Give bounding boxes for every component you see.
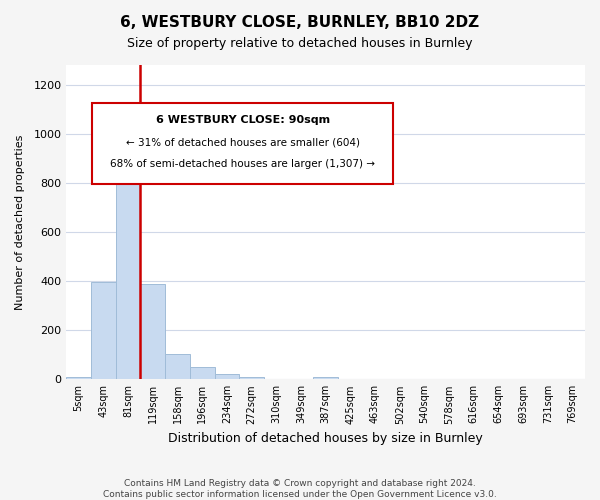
Bar — [190, 366, 215, 380]
Text: Contains public sector information licensed under the Open Government Licence v3: Contains public sector information licen… — [103, 490, 497, 499]
Bar — [140, 284, 165, 380]
Text: Size of property relative to detached houses in Burnley: Size of property relative to detached ho… — [127, 38, 473, 51]
Bar — [239, 377, 264, 380]
Bar — [215, 374, 239, 380]
Y-axis label: Number of detached properties: Number of detached properties — [15, 134, 25, 310]
Text: 6, WESTBURY CLOSE, BURNLEY, BB10 2DZ: 6, WESTBURY CLOSE, BURNLEY, BB10 2DZ — [121, 15, 479, 30]
FancyBboxPatch shape — [92, 102, 393, 184]
Bar — [91, 282, 116, 380]
Text: Contains HM Land Registry data © Crown copyright and database right 2024.: Contains HM Land Registry data © Crown c… — [124, 478, 476, 488]
Text: 68% of semi-detached houses are larger (1,307) →: 68% of semi-detached houses are larger (… — [110, 160, 375, 170]
Bar — [165, 354, 190, 380]
X-axis label: Distribution of detached houses by size in Burnley: Distribution of detached houses by size … — [168, 432, 483, 445]
Bar — [67, 377, 91, 380]
Bar — [313, 377, 338, 380]
Text: 6 WESTBURY CLOSE: 90sqm: 6 WESTBURY CLOSE: 90sqm — [155, 116, 330, 126]
Bar — [116, 146, 140, 380]
Text: ← 31% of detached houses are smaller (604): ← 31% of detached houses are smaller (60… — [125, 138, 359, 147]
